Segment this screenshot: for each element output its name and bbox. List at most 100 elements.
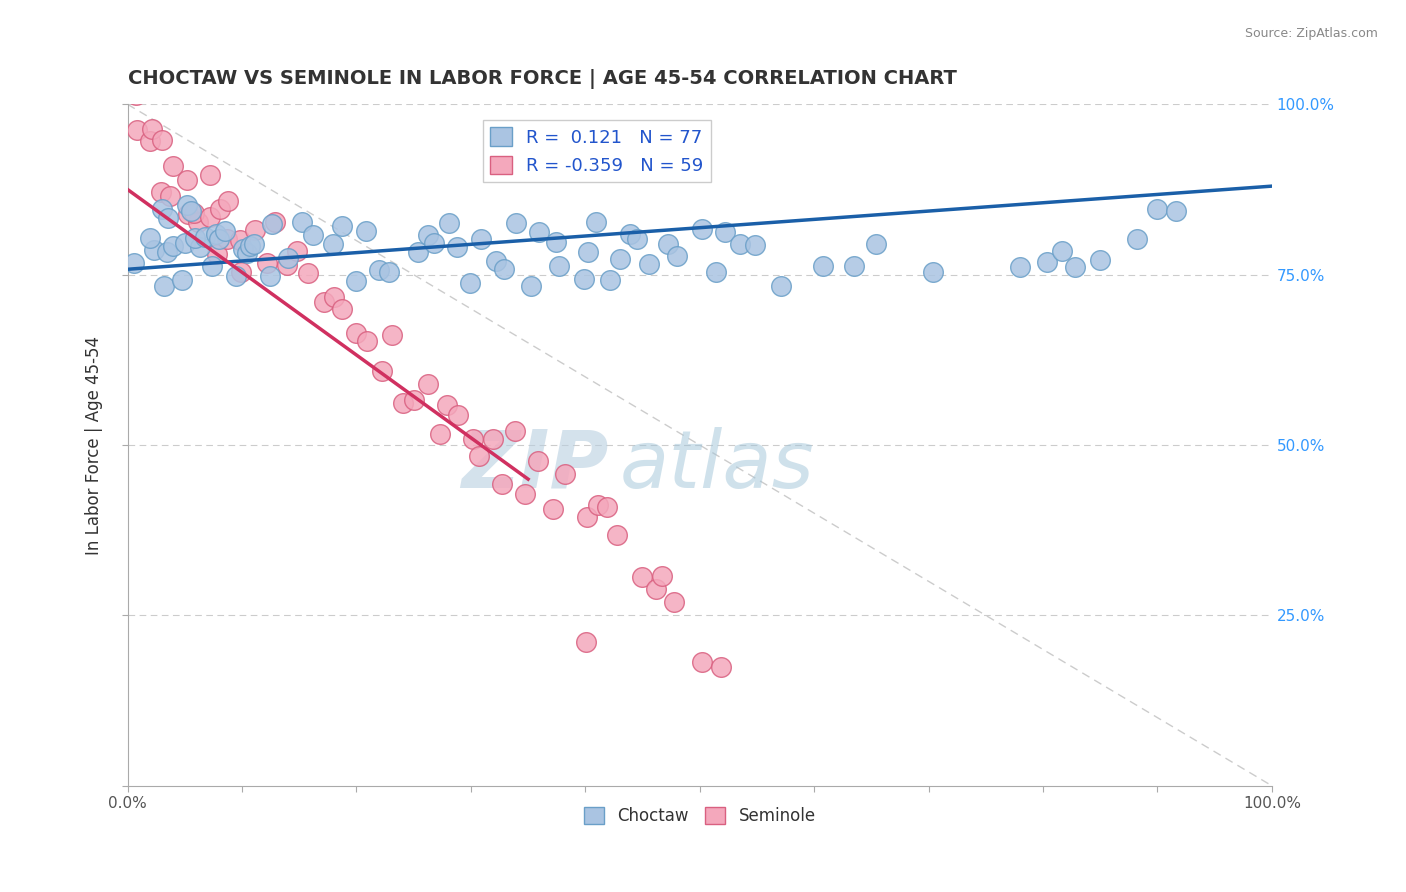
Point (159, 188, 181, 202)
Point (356, 334, 378, 348)
Point (225, 268, 247, 283)
Point (156, 245, 179, 260)
Point (651, 569, 673, 583)
Point (619, 227, 641, 241)
Text: Source: ZipAtlas.com: Source: ZipAtlas.com (1244, 27, 1378, 40)
Point (125, 87, 148, 102)
Point (245, 223, 267, 237)
Point (574, 272, 596, 286)
Point (644, 582, 666, 596)
Point (277, 251, 299, 265)
Point (256, 256, 278, 270)
Point (217, 194, 239, 209)
Point (662, 595, 685, 609)
Point (232, 242, 254, 256)
Point (229, 265, 252, 279)
Point (842, 259, 865, 273)
Point (544, 235, 567, 249)
Point (547, 259, 569, 273)
Point (187, 215, 209, 229)
Point (638, 257, 661, 271)
Legend: Choctaw, Seminole: Choctaw, Seminole (576, 800, 823, 832)
Point (177, 207, 200, 221)
Point (484, 253, 506, 268)
Point (706, 265, 728, 279)
Point (429, 427, 451, 442)
Point (690, 221, 713, 235)
Point (392, 396, 415, 410)
Text: ZIP: ZIP (461, 426, 609, 505)
Point (157, 211, 180, 225)
Point (460, 276, 482, 290)
Point (214, 224, 236, 238)
Point (470, 232, 492, 246)
Point (330, 301, 353, 316)
Point (586, 498, 609, 512)
Point (217, 232, 239, 246)
Point (183, 206, 205, 220)
Point (194, 230, 217, 244)
Point (141, 121, 163, 136)
Point (505, 424, 527, 438)
Point (150, 132, 173, 146)
Point (184, 231, 207, 245)
Point (205, 247, 228, 261)
Point (162, 159, 184, 173)
Point (599, 273, 621, 287)
Point (180, 203, 202, 218)
Point (344, 274, 367, 288)
Point (527, 454, 550, 468)
Text: atlas: atlas (620, 426, 814, 505)
Point (576, 245, 599, 260)
Point (344, 326, 367, 341)
Point (1126, 232, 1149, 246)
Point (406, 245, 429, 260)
Point (626, 232, 648, 246)
Point (418, 376, 440, 391)
Point (921, 265, 943, 279)
Point (371, 364, 394, 378)
Point (631, 570, 654, 584)
Point (402, 392, 425, 407)
Point (297, 266, 319, 280)
Point (228, 233, 250, 247)
Point (239, 238, 262, 252)
Point (381, 327, 404, 342)
Point (606, 528, 628, 542)
Point (139, 134, 162, 148)
Point (176, 198, 198, 212)
Point (447, 408, 470, 422)
Point (769, 279, 792, 293)
Point (576, 509, 599, 524)
Point (491, 476, 513, 491)
Point (322, 236, 344, 251)
Point (541, 502, 564, 516)
Point (264, 215, 287, 229)
Point (173, 235, 195, 250)
Point (153, 279, 176, 293)
Point (713, 225, 735, 239)
Point (482, 432, 505, 446)
Point (1008, 260, 1031, 275)
Point (142, 244, 165, 258)
Point (150, 202, 173, 217)
Point (262, 217, 284, 231)
Point (1036, 255, 1059, 269)
Y-axis label: In Labor Force | Age 45-54: In Labor Force | Age 45-54 (86, 335, 103, 555)
Point (1088, 252, 1111, 267)
Point (122, 256, 145, 270)
Point (236, 246, 259, 260)
Point (209, 202, 232, 216)
Point (1146, 202, 1168, 217)
Point (527, 225, 550, 239)
Point (505, 216, 527, 230)
Point (200, 211, 222, 225)
Point (201, 259, 224, 273)
Point (690, 655, 713, 669)
Point (744, 237, 766, 252)
Point (243, 236, 266, 251)
Point (188, 240, 211, 254)
Point (172, 273, 194, 287)
Text: CHOCTAW VS SEMINOLE IN LABOR FORCE | AGE 45-54 CORRELATION CHART: CHOCTAW VS SEMINOLE IN LABOR FORCE | AGE… (128, 69, 956, 88)
Point (666, 249, 689, 263)
